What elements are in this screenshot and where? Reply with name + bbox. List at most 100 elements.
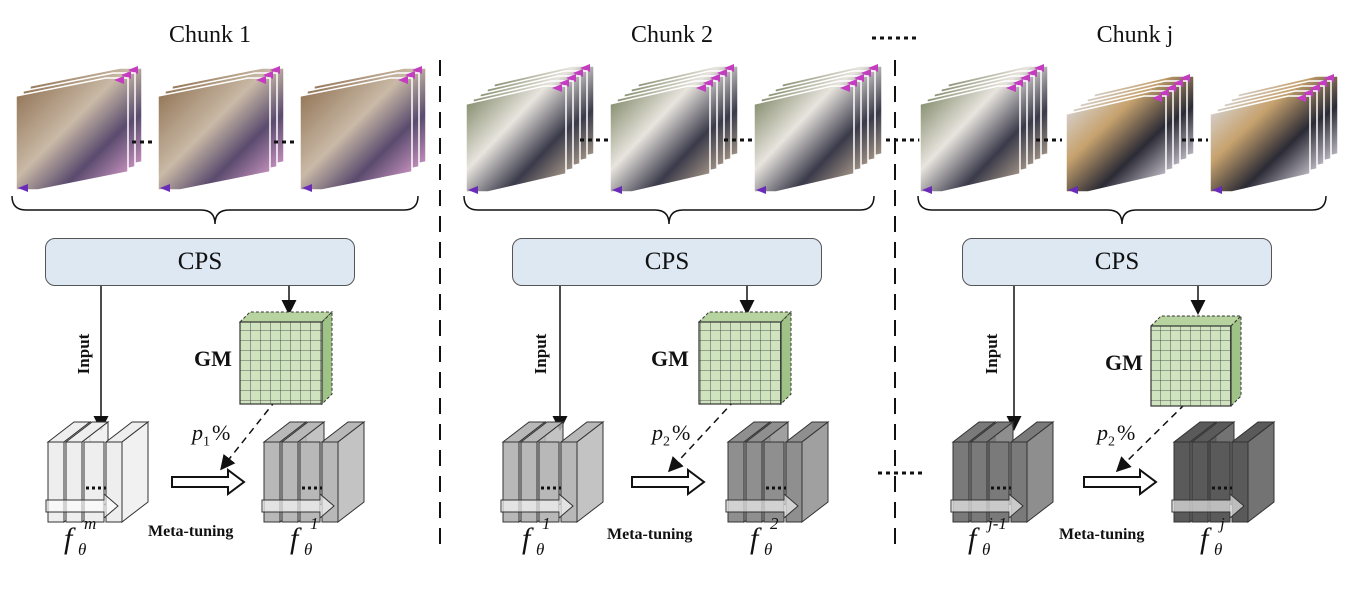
chunk-1-gm-cube — [238, 310, 334, 406]
frame-tag — [1173, 79, 1183, 87]
p-pct: % — [212, 420, 231, 445]
gm-face — [1150, 325, 1232, 407]
chunk-2-input-label: Input — [531, 333, 550, 375]
frame-tag — [1303, 89, 1313, 97]
frame-tag — [573, 69, 583, 77]
model-arrow — [500, 492, 574, 520]
chunk-j-cps-box: CPS — [962, 238, 1272, 286]
models — [45, 420, 1276, 524]
f-base: f — [522, 522, 531, 555]
frame-tag — [270, 66, 280, 74]
f-base: f — [750, 522, 759, 555]
chunk-2-gm-cube — [697, 310, 793, 406]
f-sup: 1 — [542, 514, 551, 533]
gm-top — [1149, 315, 1243, 327]
frame-tag — [263, 71, 273, 79]
chunk-1-frames-b — [157, 66, 285, 192]
chunk-2-title: Chunk 2 — [630, 22, 713, 48]
frame-tag — [696, 84, 706, 92]
frame-tag — [1324, 74, 1334, 82]
gm-top — [697, 311, 793, 323]
frame-tag — [1296, 94, 1306, 102]
frame — [753, 85, 855, 193]
frame-tag — [854, 74, 864, 82]
frame-tag — [1310, 84, 1320, 92]
f-sub: θ — [764, 540, 773, 559]
chunk-j-frames-a — [919, 64, 1049, 194]
video-frames — [15, 64, 1339, 194]
gm-side — [1230, 314, 1242, 408]
frame-tag — [861, 69, 871, 77]
gm-cubes — [238, 310, 1243, 408]
chunk-1-model-right — [261, 420, 366, 524]
p-sub: 2 — [663, 434, 670, 450]
chunk-1-gm-model-arrow — [220, 399, 277, 471]
frame-tag — [1317, 79, 1327, 87]
frame-tag — [1212, 186, 1222, 194]
frame-tag — [922, 186, 932, 194]
f-base: f — [64, 522, 73, 555]
frame-tag — [405, 71, 415, 79]
f-sup: j — [1220, 514, 1225, 533]
chunk-j-f-left-label: f j-1 θ — [968, 514, 1007, 559]
gm-face — [698, 321, 782, 405]
frame-tag — [840, 84, 850, 92]
chunk-j-gm-label: GM — [1105, 350, 1143, 375]
frame-tag — [552, 84, 562, 92]
frame-tag — [398, 76, 408, 84]
frame — [919, 85, 1021, 193]
frame-tag — [1013, 79, 1023, 87]
chunk-1-cps-box: CPS — [45, 238, 355, 286]
chunk-1-frames-c — [299, 66, 427, 192]
frame-tag — [566, 74, 576, 82]
chunk-2-meta-tuning-label: Meta-tuning — [607, 526, 693, 543]
model-arrow — [1171, 492, 1245, 520]
chunk-1-p-label: p1% — [192, 420, 230, 450]
frame-tag — [717, 69, 727, 77]
frame-tag — [1034, 64, 1044, 72]
chunk-2-p-label: p2% — [652, 420, 690, 450]
chunk-1-brace — [11, 195, 419, 225]
model-arrow — [261, 492, 335, 520]
chunk-2-frames-b — [609, 64, 739, 194]
chunk-j-meta-tuning-label: Meta-tuning — [1059, 526, 1145, 543]
p-pct: % — [1117, 420, 1136, 445]
frame-tag — [1180, 74, 1190, 82]
frame-tag — [1020, 74, 1030, 82]
p-base: p — [192, 420, 203, 445]
p-sub: 1 — [203, 434, 210, 450]
chunk-1-input-label: Input — [74, 333, 93, 375]
frame-tag — [412, 66, 422, 74]
frame-tag — [612, 186, 622, 194]
p-base: p — [652, 420, 663, 445]
frame-tag — [256, 76, 266, 84]
f-base: f — [1200, 522, 1209, 555]
gm-top — [238, 311, 334, 323]
f-sub: θ — [78, 540, 87, 559]
f-sub: θ — [304, 540, 313, 559]
chunk-j-meta-arrow — [1083, 468, 1158, 496]
frame-tag — [1152, 94, 1162, 102]
frame — [609, 85, 711, 193]
chunk-j-p-label: p2% — [1097, 420, 1135, 450]
frame-tag — [18, 184, 28, 192]
chunk-j-title: Chunk j — [1096, 22, 1174, 48]
chunk-j-frames-c — [1209, 74, 1339, 194]
chunk-2-brace — [463, 195, 875, 225]
chunk-2-gm-label: GM — [651, 346, 689, 371]
gm-side — [780, 310, 792, 406]
model-arrow — [725, 492, 799, 520]
frame — [157, 77, 271, 191]
chunk-2-frames-c — [753, 64, 883, 194]
chunk-2-frames-a — [465, 64, 595, 194]
frame-tag — [128, 66, 138, 74]
chunk-j-model-left — [950, 420, 1055, 524]
arrows — [93, 286, 1206, 496]
frame-tag — [114, 76, 124, 84]
